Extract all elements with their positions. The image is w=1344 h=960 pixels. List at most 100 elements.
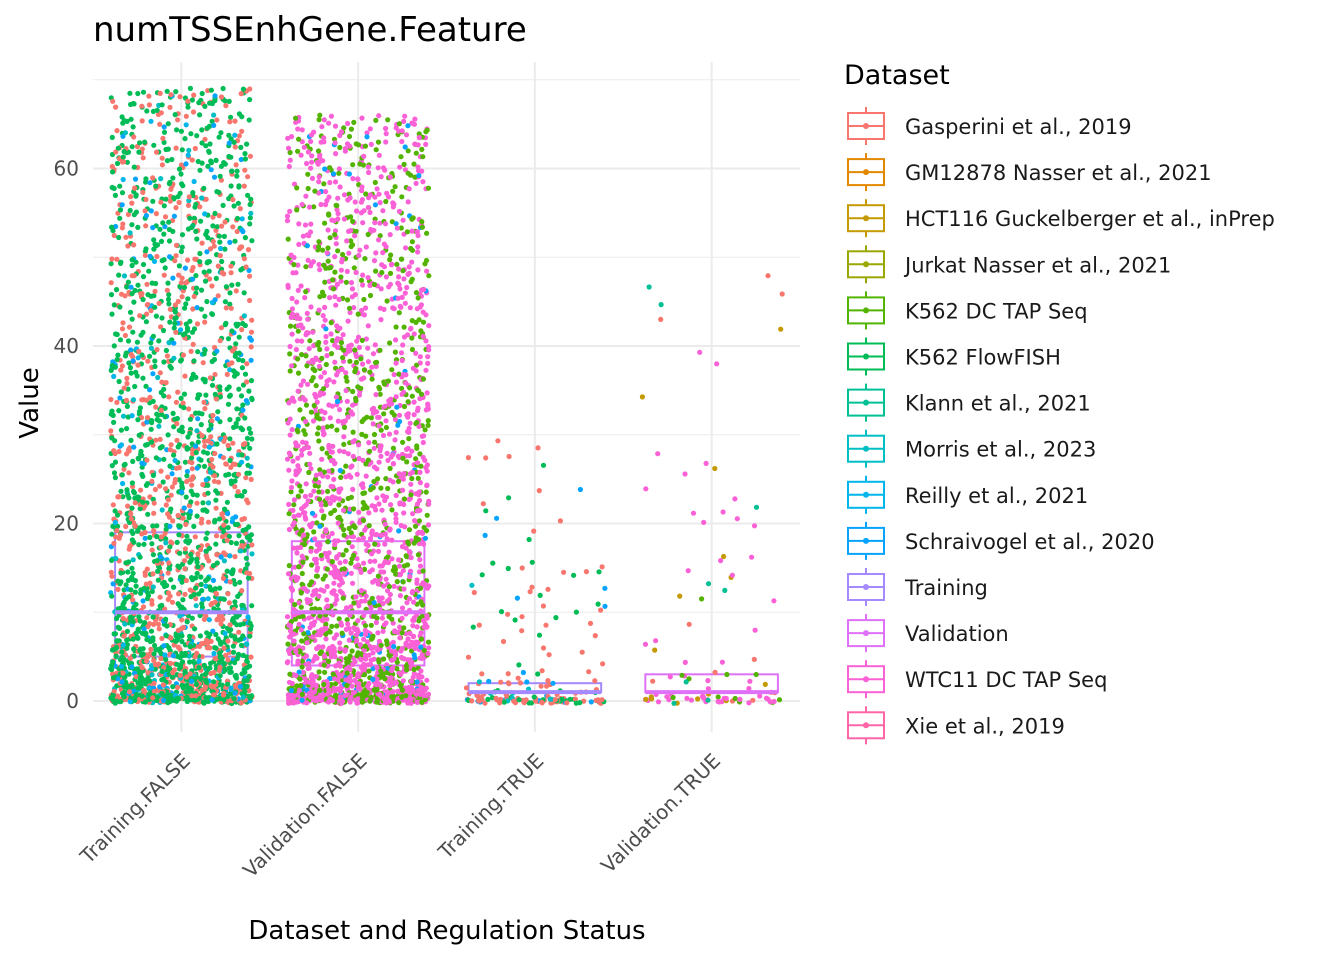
data-point [200, 507, 206, 513]
data-point [425, 422, 431, 428]
data-point [319, 408, 325, 414]
data-point [123, 523, 129, 530]
data-point [148, 426, 154, 432]
data-point [164, 447, 170, 453]
data-point [241, 678, 247, 684]
data-point [178, 395, 184, 401]
data-point [146, 691, 152, 697]
data-point [344, 398, 350, 404]
data-point [301, 585, 307, 592]
data-point [340, 552, 346, 558]
data-point [202, 443, 208, 449]
data-point [159, 635, 165, 642]
data-point [304, 640, 310, 646]
data-point [379, 595, 385, 601]
data-point [113, 555, 119, 562]
data-point [417, 563, 424, 569]
data-point [194, 570, 200, 576]
data-point [178, 358, 184, 364]
data-point [332, 294, 338, 300]
data-point [294, 299, 300, 305]
data-point [335, 344, 341, 350]
data-point [305, 185, 311, 192]
data-point [411, 412, 417, 418]
data-point [370, 421, 376, 427]
data-point [414, 624, 420, 630]
data-point [324, 616, 330, 622]
data-point [147, 387, 153, 393]
data-point [343, 374, 349, 380]
data-point [356, 455, 362, 462]
data-point [295, 148, 301, 154]
data-point [396, 563, 403, 569]
data-point [342, 146, 348, 152]
data-point [370, 676, 376, 683]
data-point [184, 473, 190, 479]
data-point [420, 179, 426, 185]
data-point [346, 171, 352, 177]
data-point [210, 238, 216, 245]
data-point [408, 279, 414, 285]
data-point [341, 347, 347, 353]
data-point [353, 594, 359, 600]
data-point [118, 488, 124, 494]
data-point [188, 376, 195, 382]
data-point [123, 582, 129, 588]
data-point [177, 94, 183, 100]
data-point [227, 622, 233, 628]
data-point [420, 319, 427, 325]
data-point [144, 108, 150, 114]
data-point [238, 91, 244, 97]
data-point [202, 136, 208, 142]
data-point [236, 183, 242, 189]
data-point [116, 234, 122, 241]
data-point [167, 104, 173, 110]
data-point [327, 165, 333, 171]
data-point [118, 259, 124, 265]
data-point [118, 389, 124, 395]
data-point [199, 140, 205, 146]
data-point [249, 396, 255, 403]
data-point [214, 560, 220, 566]
data-point [369, 567, 375, 573]
data-point [395, 453, 401, 459]
data-point [384, 450, 390, 456]
data-point [172, 476, 178, 483]
data-point [345, 621, 351, 627]
data-point [130, 329, 136, 335]
data-point [124, 487, 130, 493]
data-point [151, 651, 157, 657]
data-point [398, 671, 404, 678]
data-point [195, 564, 201, 570]
data-point [421, 286, 427, 293]
data-point [111, 470, 118, 476]
data-point [294, 427, 300, 433]
data-point [149, 672, 155, 678]
data-point [368, 657, 374, 663]
data-point [170, 684, 176, 690]
data-point [190, 491, 196, 498]
data-point [288, 598, 295, 604]
data-point [288, 585, 294, 591]
data-point [350, 453, 356, 459]
data-point [187, 215, 193, 221]
data-point [130, 458, 136, 464]
data-point [324, 424, 330, 430]
data-point [405, 399, 411, 405]
data-point [131, 539, 137, 545]
data-point [154, 347, 160, 353]
data-point [170, 653, 176, 659]
data-point [130, 397, 137, 403]
data-point [168, 186, 174, 192]
data-point [316, 363, 322, 369]
data-point [152, 642, 158, 649]
data-point [202, 671, 208, 677]
data-point [165, 596, 171, 603]
data-point [227, 301, 233, 307]
data-point [184, 674, 190, 680]
data-point [392, 184, 398, 190]
data-point [128, 370, 134, 376]
data-point [247, 633, 253, 639]
data-point [179, 275, 185, 281]
data-point [388, 675, 394, 681]
